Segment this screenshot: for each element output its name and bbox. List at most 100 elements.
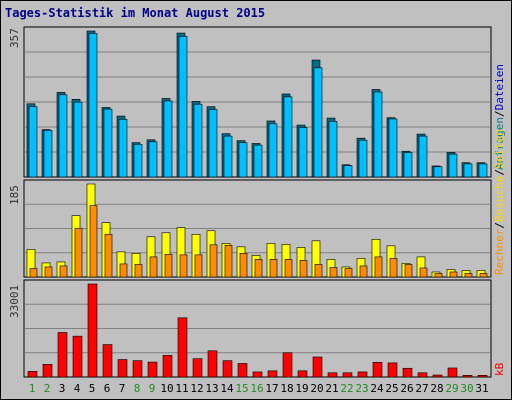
besuche-bar bbox=[284, 259, 293, 278]
besuche-bar bbox=[104, 233, 113, 278]
besuche-bar bbox=[404, 264, 413, 278]
kb-bar bbox=[372, 362, 383, 378]
kb-bar bbox=[72, 335, 83, 378]
x-tick-label: 10 bbox=[160, 382, 174, 395]
kb-bar bbox=[207, 350, 218, 378]
dateien-bar bbox=[298, 127, 308, 178]
x-tick-label: 3 bbox=[58, 382, 66, 395]
dateien-bar bbox=[403, 152, 413, 178]
besuche-bar bbox=[269, 259, 278, 278]
x-tick-label: 25 bbox=[385, 382, 399, 395]
besuche-bar bbox=[359, 265, 368, 278]
middle-panel-max-label: 185 bbox=[8, 185, 21, 205]
x-tick-label: 14 bbox=[220, 382, 234, 395]
kb-bar bbox=[42, 364, 53, 378]
top-panel-max-label: 357 bbox=[8, 28, 21, 48]
kb-bar bbox=[27, 371, 38, 378]
besuche-bar bbox=[374, 256, 383, 278]
besuche-bar bbox=[194, 254, 203, 278]
besuche-bar bbox=[434, 273, 443, 278]
legend-entry: Rechner bbox=[493, 228, 506, 275]
besuche-bar bbox=[254, 259, 263, 278]
kb-bar bbox=[282, 352, 293, 378]
dateien-bar bbox=[133, 143, 143, 178]
besuche-bar bbox=[239, 253, 248, 278]
besuche-bar bbox=[119, 263, 128, 278]
dateien-bar bbox=[463, 163, 473, 178]
dateien-bar bbox=[313, 67, 323, 178]
kb-bar bbox=[327, 372, 338, 378]
dateien-bar bbox=[418, 135, 428, 178]
besuche-bar bbox=[89, 205, 98, 278]
kb-bar bbox=[87, 283, 98, 378]
x-tick-label: 15 bbox=[235, 382, 249, 395]
besuche-bar bbox=[329, 267, 338, 278]
kb-bar bbox=[297, 370, 308, 378]
x-tick-label: 13 bbox=[205, 382, 219, 395]
chart-title: Tages-Statistik im Monat August 2015 bbox=[5, 6, 266, 20]
kb-bar bbox=[267, 370, 278, 378]
x-tick-label: 2 bbox=[43, 382, 51, 395]
x-tick-label: 1 bbox=[28, 382, 36, 395]
dateien-bar bbox=[283, 96, 293, 178]
x-tick-label: 27 bbox=[415, 382, 429, 395]
dateien-bar bbox=[163, 100, 173, 178]
legend-entry: / bbox=[493, 222, 506, 229]
x-tick-label: 7 bbox=[118, 382, 126, 395]
kb-bar bbox=[312, 356, 323, 378]
dateien-bar bbox=[433, 166, 443, 178]
dateien-bar bbox=[373, 91, 383, 178]
kb-bar bbox=[402, 367, 413, 378]
x-tick-label: 12 bbox=[190, 382, 204, 395]
x-tick-label: 19 bbox=[295, 382, 309, 395]
besuche-bar bbox=[44, 266, 53, 278]
x-tick-label: 21 bbox=[325, 382, 339, 395]
legend-entry: Besuche bbox=[493, 175, 506, 223]
legend-entry: Seiten bbox=[493, 129, 506, 170]
dateien-bar bbox=[73, 101, 83, 178]
x-tick-label: 8 bbox=[133, 382, 141, 395]
besuche-bar bbox=[314, 264, 323, 278]
besuche-bar bbox=[29, 268, 38, 278]
dateien-bar bbox=[238, 142, 248, 178]
legend-entry: / bbox=[493, 110, 506, 118]
x-tick-label: 9 bbox=[148, 382, 156, 395]
legend-entry: / bbox=[493, 169, 506, 176]
kb-bar bbox=[57, 332, 68, 378]
dateien-bar bbox=[58, 94, 68, 178]
besuche-bar bbox=[449, 271, 458, 278]
dateien-bar bbox=[328, 121, 338, 178]
dateien-bar bbox=[193, 103, 203, 178]
dateien-bar bbox=[223, 135, 233, 178]
x-tick-label: 22 bbox=[340, 382, 354, 395]
besuche-bar bbox=[149, 256, 158, 278]
kb-bar bbox=[477, 375, 488, 378]
kb-bar bbox=[237, 363, 248, 378]
kb-bar bbox=[252, 371, 263, 378]
besuche-bar bbox=[209, 244, 218, 278]
legend-entry: Dateien bbox=[493, 64, 506, 111]
dateien-bar bbox=[253, 144, 263, 178]
dateien-bar bbox=[208, 109, 218, 178]
x-tick-label: 16 bbox=[250, 382, 264, 395]
dateien-bar bbox=[28, 106, 38, 178]
x-tick-label: 11 bbox=[175, 382, 189, 395]
x-tick-label: 4 bbox=[73, 382, 81, 395]
besuche-bar bbox=[344, 268, 353, 278]
x-tick-label: 18 bbox=[280, 382, 294, 395]
besuche-bar bbox=[74, 227, 83, 278]
x-tick-label: 29 bbox=[445, 382, 459, 395]
kb-bar bbox=[162, 355, 173, 378]
kb-bar bbox=[357, 371, 368, 378]
kb-bar bbox=[132, 360, 143, 378]
dateien-bar bbox=[478, 163, 488, 178]
kb-bar bbox=[432, 374, 443, 378]
dateien-bar bbox=[103, 108, 113, 178]
x-tick-label: 5 bbox=[88, 382, 96, 395]
bottom-panel-max-label: 33001 bbox=[8, 284, 21, 318]
kb-bar bbox=[222, 360, 233, 378]
kb-bar bbox=[102, 344, 113, 378]
kb-bar bbox=[177, 317, 188, 378]
besuche-bar bbox=[464, 273, 473, 278]
